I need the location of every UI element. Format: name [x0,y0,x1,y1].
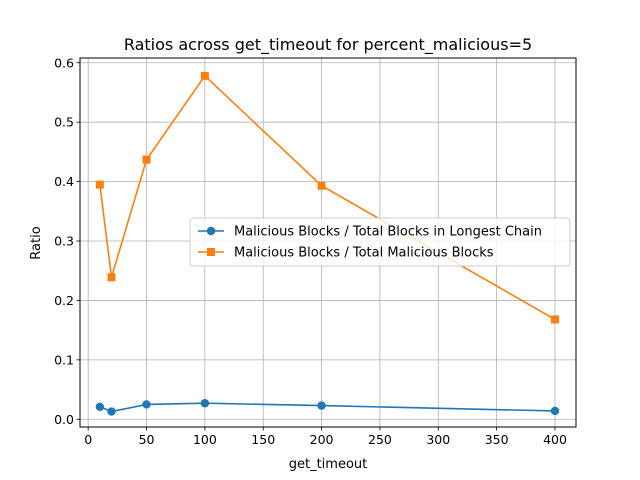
series-markers [95,71,560,416]
y-tick-label: 0.6 [54,55,74,70]
chart-title: Ratios across get_timeout for percent_ma… [124,35,532,55]
x-tick-label: 150 [251,432,275,447]
y-axis-ticks: 0.0 0.1 0.2 0.3 0.4 0.5 0.6 [54,55,80,427]
series-2-point [142,155,151,164]
y-tick-label: 0.4 [54,174,74,189]
series-2-line [99,74,556,321]
legend-box [189,217,571,267]
x-tick-label: 250 [368,432,392,447]
y-axis-label: Ratio [29,226,44,259]
x-tick-label: 300 [426,432,450,447]
y-tick-label: 0.0 [54,412,74,427]
series-1-point [550,406,560,416]
series-1-point [107,407,116,416]
x-tick-label: 200 [310,432,334,447]
series-1-point [95,402,105,411]
grid [80,58,576,427]
series-2-point [95,180,104,189]
legend: Malicious Blocks / Total Blocks in Longe… [189,217,571,267]
plot-frame [79,57,577,428]
x-tick-label: 100 [193,432,217,447]
x-axis-ticks: 0 50 100 150 200 250 300 350 400 [84,427,567,447]
series-2-point [107,273,116,282]
y-tick-label: 0.2 [54,293,74,308]
legend-label-2: Malicious Blocks / Total Malicious Block… [234,246,494,261]
series-2-point [550,315,559,324]
legend-marker-1 [206,226,216,236]
x-tick-label: 400 [543,432,567,447]
legend-marker-2 [207,248,215,256]
series-2-point [317,181,326,190]
x-axis-label: get_timeout [289,457,368,472]
series-2-point [200,71,209,80]
x-tick-label: 350 [485,432,509,447]
legend-label-1: Malicious Blocks / Total Blocks in Longe… [234,225,542,240]
series-1-point [142,400,151,409]
x-tick-label: 50 [139,432,155,447]
x-tick-label: 0 [84,432,92,447]
y-tick-label: 0.1 [54,352,74,367]
y-tick-label: 0.3 [54,234,74,249]
y-tick-label: 0.5 [54,115,74,130]
series-1-point [317,401,326,410]
series-1-point [200,399,210,408]
